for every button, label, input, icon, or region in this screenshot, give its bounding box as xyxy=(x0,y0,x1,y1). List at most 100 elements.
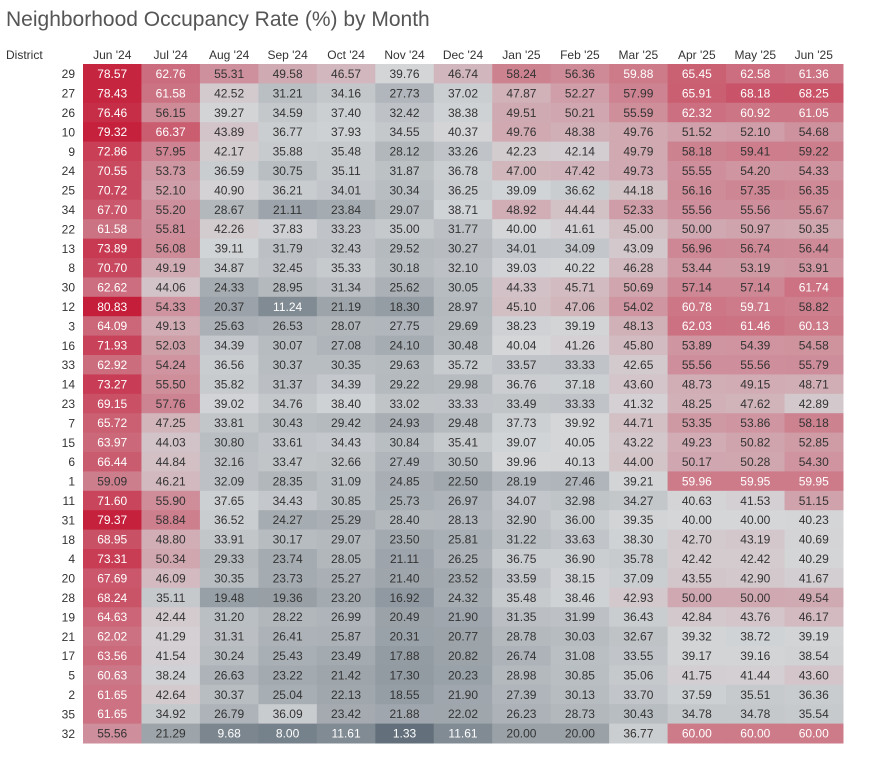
cell-value-label: 29.52 xyxy=(390,242,420,256)
heatmap-cell xyxy=(726,141,786,162)
cell-value-label: 39.19 xyxy=(565,319,595,333)
heatmap-cell xyxy=(375,238,435,259)
cell-value-label: 58.18 xyxy=(682,145,712,159)
cell-value-label: 31.22 xyxy=(506,533,536,547)
heatmap-cell xyxy=(316,549,376,569)
cell-value-label: 43.19 xyxy=(740,533,770,547)
heatmap-cell xyxy=(784,568,844,589)
cell-value-label: 41.75 xyxy=(682,668,712,682)
cell-value-label: 79.37 xyxy=(97,513,127,527)
heatmap-cell xyxy=(316,587,376,608)
cell-value-label: 40.05 xyxy=(565,436,595,450)
heatmap-cell xyxy=(550,83,610,104)
heatmap-cell xyxy=(492,64,552,84)
heatmap-cell xyxy=(667,355,727,375)
cell-value-label: 46.74 xyxy=(448,67,478,81)
cell-value-label: 39.35 xyxy=(623,513,653,527)
heatmap-cell xyxy=(492,413,552,434)
cell-value-label: 36.56 xyxy=(214,358,244,372)
cell-value-label: 25.87 xyxy=(331,630,361,644)
heatmap-cell xyxy=(83,64,142,84)
heatmap-cell xyxy=(433,510,493,531)
cell-value-label: 48.13 xyxy=(623,319,653,333)
heatmap-cell xyxy=(726,296,786,317)
heatmap-cell xyxy=(83,316,142,337)
heatmap-cell xyxy=(141,432,201,453)
cell-value-label: 55.90 xyxy=(156,494,186,508)
heatmap-cell xyxy=(667,316,727,337)
cell-value-label: 31.99 xyxy=(565,610,595,624)
row-label: 34 xyxy=(62,203,76,217)
row-label: 33 xyxy=(62,358,76,372)
heatmap-cell xyxy=(784,471,844,492)
heatmap-cell xyxy=(433,471,493,492)
cell-value-label: 46.09 xyxy=(156,571,186,585)
heatmap-cell xyxy=(784,374,844,395)
heatmap-cell xyxy=(83,199,142,220)
cell-value-label: 38.15 xyxy=(565,571,595,585)
cell-value-label: 27.75 xyxy=(390,319,420,333)
cell-value-label: 60.63 xyxy=(97,668,127,682)
heatmap-cell xyxy=(83,529,142,550)
heatmap-cell xyxy=(199,587,259,608)
heatmap-cell xyxy=(784,529,844,550)
cell-value-label: 56.44 xyxy=(799,242,829,256)
heatmap-cell xyxy=(726,355,786,375)
cell-value-label: 30.48 xyxy=(448,339,478,353)
heatmap-cell xyxy=(83,83,142,104)
heatmap-cell xyxy=(258,102,318,123)
heatmap-cell xyxy=(667,393,727,414)
row-header-label: District xyxy=(6,48,43,62)
heatmap-cell xyxy=(83,180,142,201)
heatmap-cell xyxy=(375,587,435,608)
cell-value-label: 18.30 xyxy=(390,300,420,314)
heatmap-cell xyxy=(83,258,142,278)
cell-value-label: 30.85 xyxy=(565,668,595,682)
heatmap-cell xyxy=(667,277,727,298)
heatmap-cell xyxy=(433,587,493,608)
cell-value-label: 72.86 xyxy=(97,145,127,159)
heatmap-cell xyxy=(784,510,844,531)
row-label: 20 xyxy=(62,572,76,586)
cell-value-label: 35.11 xyxy=(156,591,185,605)
cell-value-label: 32.98 xyxy=(565,494,595,508)
cell-value-label: 55.56 xyxy=(740,358,770,372)
heatmap-cell xyxy=(550,684,610,705)
cell-value-label: 35.78 xyxy=(623,552,653,566)
heatmap-cell xyxy=(141,258,201,278)
heatmap-cell xyxy=(375,413,435,434)
heatmap-cell xyxy=(199,122,259,143)
heatmap-cell xyxy=(258,529,318,550)
cell-value-label: 42.42 xyxy=(682,552,712,566)
cell-value-label: 71.60 xyxy=(97,494,127,508)
cell-value-label: 22.50 xyxy=(448,474,478,488)
cell-value-label: 34.43 xyxy=(331,436,361,450)
cell-value-label: 33.63 xyxy=(565,533,595,547)
cell-value-label: 47.06 xyxy=(565,300,595,314)
cell-value-label: 37.73 xyxy=(506,416,536,430)
cell-value-label: 57.14 xyxy=(740,280,770,294)
cell-value-label: 26.97 xyxy=(448,494,478,508)
cell-value-label: 28.13 xyxy=(448,513,478,527)
cell-value-label: 39.07 xyxy=(506,436,536,450)
cell-value-label: 38.40 xyxy=(331,397,361,411)
cell-value-label: 53.91 xyxy=(799,261,829,275)
cell-value-label: 50.00 xyxy=(682,591,712,605)
cell-value-label: 36.75 xyxy=(506,552,536,566)
cell-value-label: 30.80 xyxy=(214,436,244,450)
heatmap-cell xyxy=(375,490,435,511)
heatmap-cell xyxy=(141,607,201,628)
heatmap-cell xyxy=(550,529,610,550)
cell-value-label: 56.96 xyxy=(682,242,712,256)
heatmap-cell xyxy=(199,607,259,628)
heatmap-cell xyxy=(667,665,727,686)
heatmap-cell xyxy=(375,161,435,181)
cell-value-label: 43.60 xyxy=(799,668,829,682)
cell-value-label: 25.27 xyxy=(331,571,361,585)
cell-value-label: 26.41 xyxy=(273,630,303,644)
cell-value-label: 22.02 xyxy=(448,707,478,721)
heatmap-cell xyxy=(784,64,844,84)
heatmap-cell xyxy=(141,646,201,666)
cell-value-label: 44.84 xyxy=(156,455,186,469)
